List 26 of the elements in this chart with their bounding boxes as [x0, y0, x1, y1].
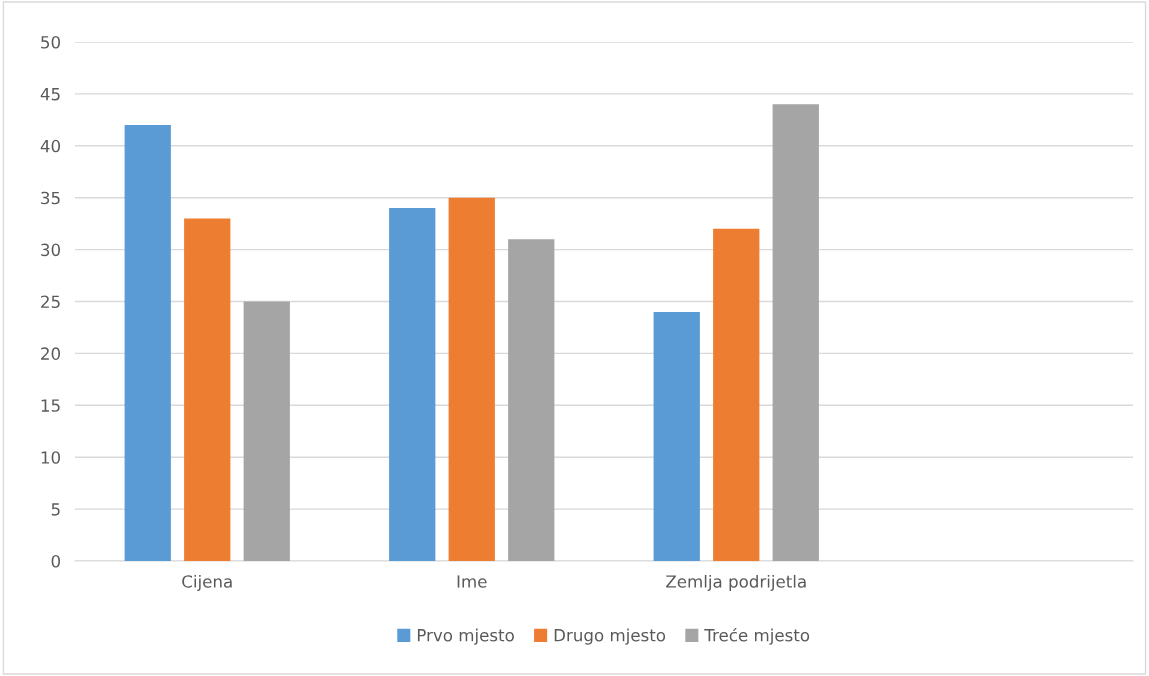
y-tick-label: 10 [41, 451, 60, 464]
y-tick-label: 15 [41, 399, 60, 412]
legend-label: Prvo mjesto [417, 628, 514, 645]
y-tick-label: 20 [41, 347, 60, 360]
bar [243, 301, 290, 561]
bar [389, 208, 436, 561]
y-tick-label: 50 [41, 35, 60, 49]
y-tick-label: 35 [41, 191, 60, 205]
y-tick-label: 5 [51, 503, 60, 516]
x-tick-label: Zemlja podrijetla [666, 574, 806, 592]
bar [713, 228, 760, 561]
x-tick-label: Ime [457, 575, 487, 588]
bar [508, 239, 555, 561]
x-tick-label: Cijena [182, 574, 232, 592]
bar [448, 197, 495, 561]
legend-label: Treće mjesto [704, 627, 810, 645]
legend-label: Drugo mjesto [554, 628, 666, 645]
bar [653, 311, 700, 561]
bar [772, 104, 819, 561]
y-tick-label: 25 [41, 295, 60, 309]
y-tick-label: 30 [41, 243, 60, 257]
y-tick-label: 40 [40, 139, 60, 153]
y-tick-label: 0 [51, 554, 60, 568]
y-tick-label: 45 [40, 88, 60, 101]
bar [124, 125, 171, 561]
bar [184, 218, 231, 561]
